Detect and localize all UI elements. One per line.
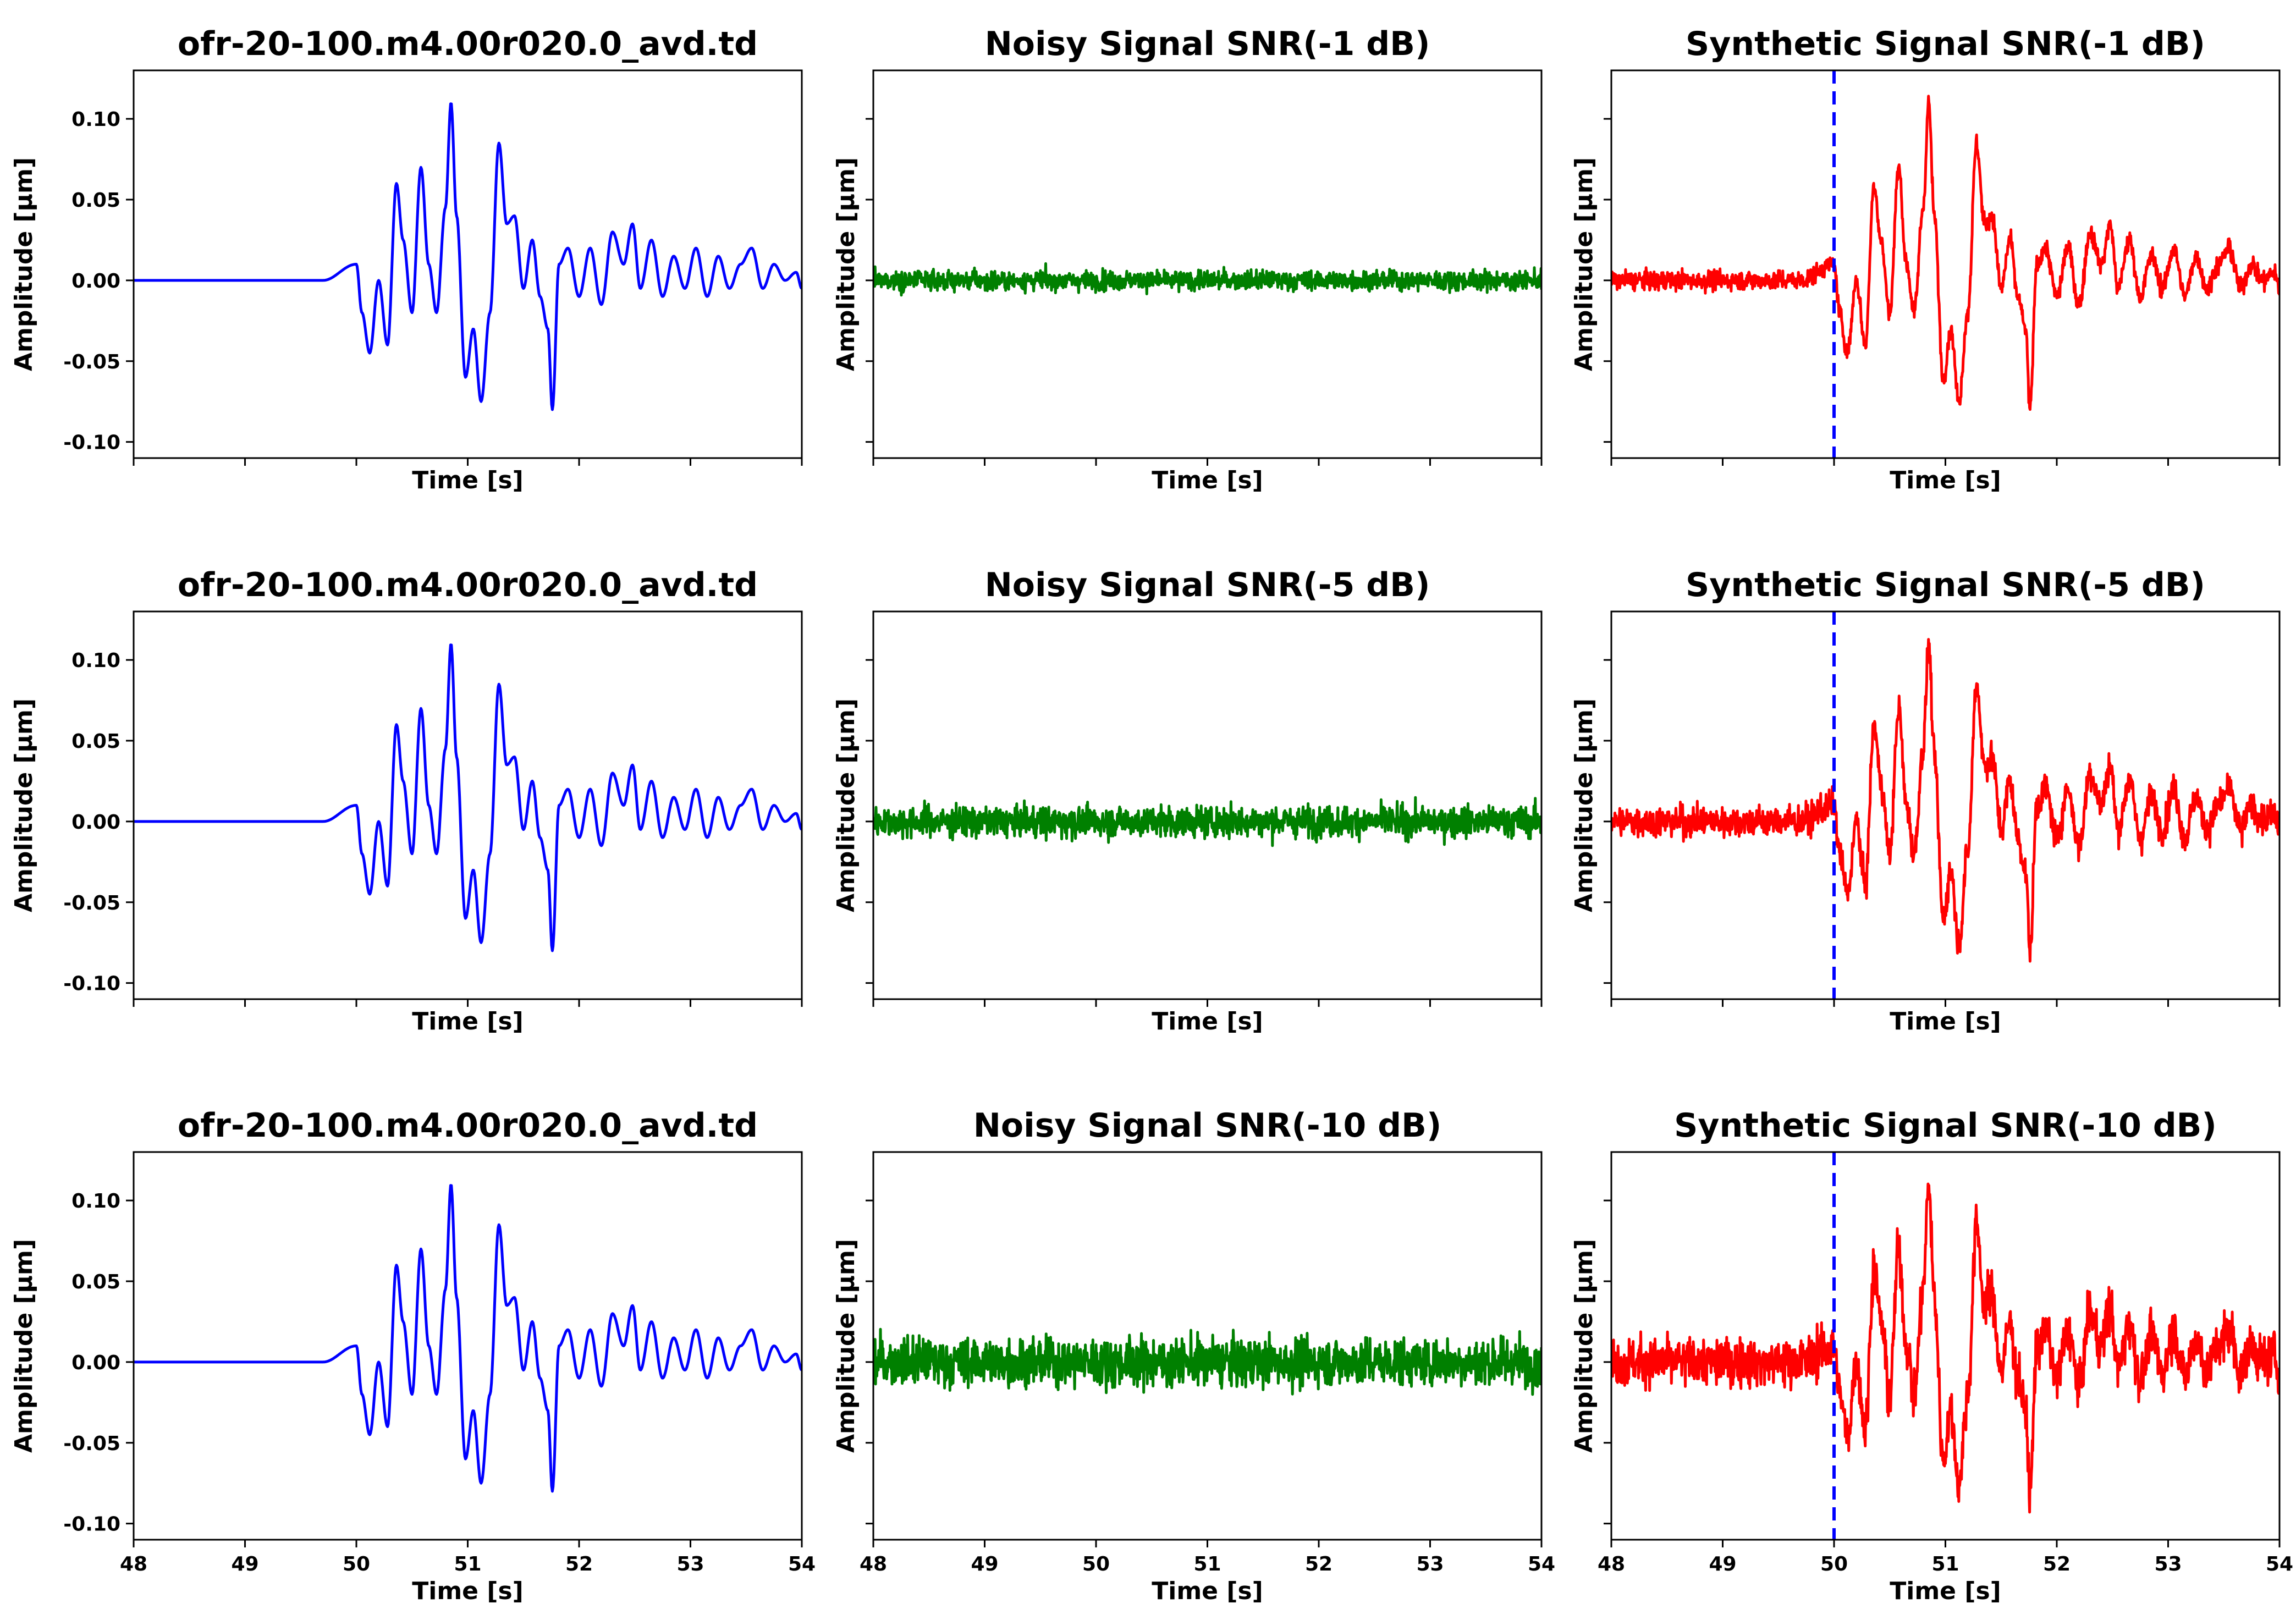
y-axis-label: Amplitude [µm] xyxy=(10,1239,38,1453)
subplot-1-3: Synthetic Signal SNR(-1 dB) Time [s] Ampli… xyxy=(1570,25,2281,494)
x-axis-label: Time [s] xyxy=(1152,466,1263,494)
subplot-3-3: 48 49 50 51 52 53 54 Synthetic Signal SNR(-10 d… xyxy=(1570,1106,2293,1605)
y-tick-label: 0.05 xyxy=(71,189,120,212)
subplot-2-2: Noisy Signal SNR(-5 dB) Time [s] Amplitude… xyxy=(832,566,1543,1035)
y-tick-label: -0.10 xyxy=(63,1513,120,1536)
y-axis-label: Amplitude [µm] xyxy=(1570,1239,1598,1453)
plot-title: Synthetic Signal SNR(-10 dB) xyxy=(1674,1106,2217,1145)
x-tick-label: 51 xyxy=(454,1553,481,1575)
y-tick-label: 0.05 xyxy=(71,730,120,753)
subplot-3-2: 48 49 50 51 52 53 54 Noisy Signal SNR(-10 dB) Ti… xyxy=(832,1106,1555,1605)
y-tick-label: 0.00 xyxy=(71,1352,120,1374)
plot-frame xyxy=(872,69,1543,459)
subplot-2-3: Synthetic Signal SNR(-5 dB) Time [s] Ampli… xyxy=(1570,566,2281,1035)
x-tick-label: 54 xyxy=(2266,1553,2293,1575)
x-tick-label: 53 xyxy=(1416,1553,1444,1575)
y-tick-label: 0.10 xyxy=(71,649,120,672)
plot-title: ofr-20-100.m4.00r020.0_avd.td xyxy=(178,566,758,604)
y-axis-label: Amplitude [µm] xyxy=(10,698,38,912)
plot-title: ofr-20-100.m4.00r020.0_avd.td xyxy=(178,1106,758,1145)
y-axis-label: Amplitude [µm] xyxy=(832,1239,860,1453)
y-tick-label: 0.10 xyxy=(71,108,120,131)
x-tick-label: 48 xyxy=(120,1553,147,1575)
x-tick-label: 52 xyxy=(565,1553,593,1575)
series-line xyxy=(873,1327,1541,1396)
x-tick-label: 50 xyxy=(1820,1553,1848,1575)
y-tick-label: 0.00 xyxy=(71,811,120,834)
subplot-1-1: 0.10 0.05 0.00 -0.05 -0.10 ofr-20-100.m4.00r0… xyxy=(10,25,803,494)
y-axis-label: Amplitude [µm] xyxy=(832,157,860,371)
x-tick-label: 52 xyxy=(1305,1553,1333,1575)
y-tick-label: 0.10 xyxy=(71,1190,120,1213)
x-tick-label: 52 xyxy=(2043,1553,2071,1575)
x-axis-label: Time [s] xyxy=(1890,1577,2001,1605)
series-line xyxy=(1611,638,2280,963)
plot-title: Synthetic Signal SNR(-1 dB) xyxy=(1686,25,2205,63)
x-tick-label: 49 xyxy=(971,1553,998,1575)
series-line xyxy=(134,643,802,952)
x-tick-label: 50 xyxy=(1082,1553,1110,1575)
x-axis-label: Time [s] xyxy=(412,1577,524,1605)
y-axis-label: Amplitude [µm] xyxy=(832,698,860,912)
plot-title: Synthetic Signal SNR(-5 dB) xyxy=(1686,566,2205,604)
subplot-1-2: Noisy Signal SNR(-1 dB) Time [s] Amplitude… xyxy=(832,25,1543,494)
y-axis-label: Amplitude [µm] xyxy=(10,157,38,371)
plot-title: Noisy Signal SNR(-1 dB) xyxy=(985,25,1430,63)
y-axis-label: Amplitude [µm] xyxy=(1570,157,1598,371)
x-tick-label: 53 xyxy=(676,1553,704,1575)
x-tick-label: 53 xyxy=(2154,1553,2182,1575)
plot-frame xyxy=(1610,1151,2281,1541)
x-axis-label: Time [s] xyxy=(1152,1577,1263,1605)
x-tick-label: 50 xyxy=(343,1553,370,1575)
x-tick-label: 51 xyxy=(1931,1553,1959,1575)
x-tick-label: 54 xyxy=(1528,1553,1555,1575)
y-tick-label: -0.05 xyxy=(63,892,120,914)
x-tick-label: 48 xyxy=(1598,1553,1625,1575)
y-tick-label: 0.05 xyxy=(71,1271,120,1293)
y-tick-label: -0.10 xyxy=(63,973,120,995)
series-line xyxy=(873,262,1541,297)
y-tick-label: -0.05 xyxy=(63,351,120,373)
plot-frame xyxy=(872,610,1543,1000)
x-tick-label: 51 xyxy=(1193,1553,1221,1575)
plot-title: Noisy Signal SNR(-10 dB) xyxy=(973,1106,1442,1145)
series-line xyxy=(134,102,802,411)
series-line xyxy=(134,1184,802,1493)
subplot-2-1: 0.10 0.05 0.00 -0.05 -0.10 ofr-20-100.m4.00r0… xyxy=(10,566,803,1035)
plot-title: Noisy Signal SNR(-5 dB) xyxy=(985,566,1430,604)
x-axis-label: Time [s] xyxy=(412,466,524,494)
x-axis-label: Time [s] xyxy=(1152,1007,1263,1035)
series-line xyxy=(1611,95,2280,411)
x-tick-label: 48 xyxy=(860,1553,887,1575)
series-line xyxy=(873,796,1541,847)
y-tick-label: -0.10 xyxy=(63,432,120,454)
x-tick-label: 49 xyxy=(231,1553,258,1575)
y-axis-label: Amplitude [µm] xyxy=(1570,698,1598,912)
x-axis-label: Time [s] xyxy=(1890,466,2001,494)
x-axis-label: Time [s] xyxy=(412,1007,524,1035)
y-tick-label: -0.05 xyxy=(63,1432,120,1455)
plot-title: ofr-20-100.m4.00r020.0_avd.td xyxy=(178,25,758,63)
x-axis-label: Time [s] xyxy=(1890,1007,2001,1035)
series-line xyxy=(1611,1182,2280,1514)
x-tick-label: 49 xyxy=(1709,1553,1736,1575)
y-tick-label: 0.00 xyxy=(71,270,120,293)
x-tick-label: 54 xyxy=(788,1553,816,1575)
